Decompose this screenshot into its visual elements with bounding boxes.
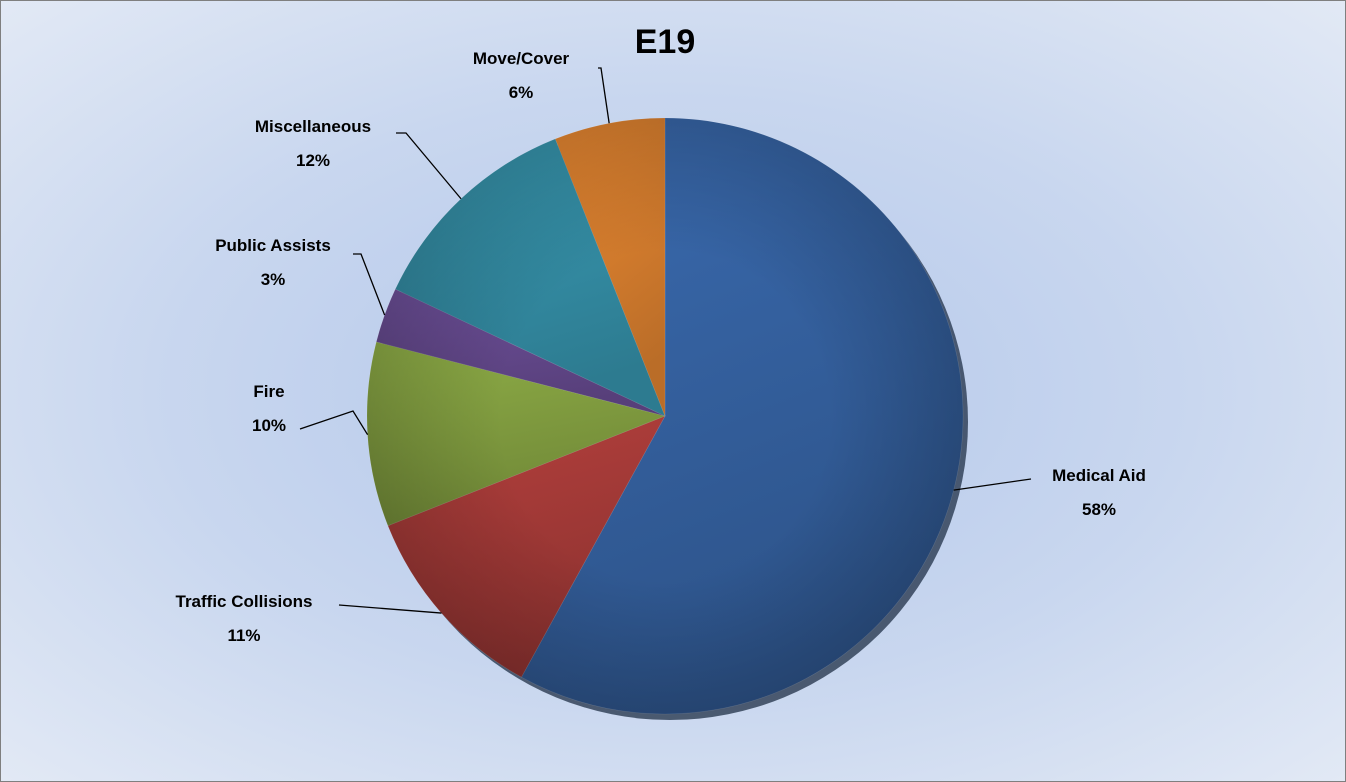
slice-name-label: Public Assists <box>215 236 331 255</box>
slice-percent-label: 58% <box>1082 500 1116 519</box>
leader-line <box>598 67 610 124</box>
leader-line <box>396 132 462 200</box>
leader-lines <box>299 67 1032 614</box>
slice-name-label: Medical Aid <box>1052 466 1146 485</box>
slice-percent-label: 11% <box>227 626 260 645</box>
leader-line <box>299 410 369 436</box>
slice-name-label: Move/Cover <box>473 49 570 68</box>
slice-percent-label: 3% <box>261 270 286 289</box>
slice-name-label: Fire <box>253 382 284 401</box>
slice-percent-label: 10% <box>252 416 286 435</box>
leader-line <box>353 253 386 316</box>
slice-name-label: Miscellaneous <box>255 117 371 136</box>
chart-title: E19 <box>635 23 696 61</box>
slice-percent-label: 6% <box>509 83 534 102</box>
slice-name-label: Traffic Collisions <box>176 592 313 611</box>
slice-labels: Medical Aid 58% Traffic Collisions 11% Fire 1… <box>176 49 1146 645</box>
pie-shading <box>367 118 963 714</box>
slice-percent-label: 12% <box>296 151 330 170</box>
leader-line <box>953 478 1032 491</box>
leader-line <box>338 604 442 614</box>
